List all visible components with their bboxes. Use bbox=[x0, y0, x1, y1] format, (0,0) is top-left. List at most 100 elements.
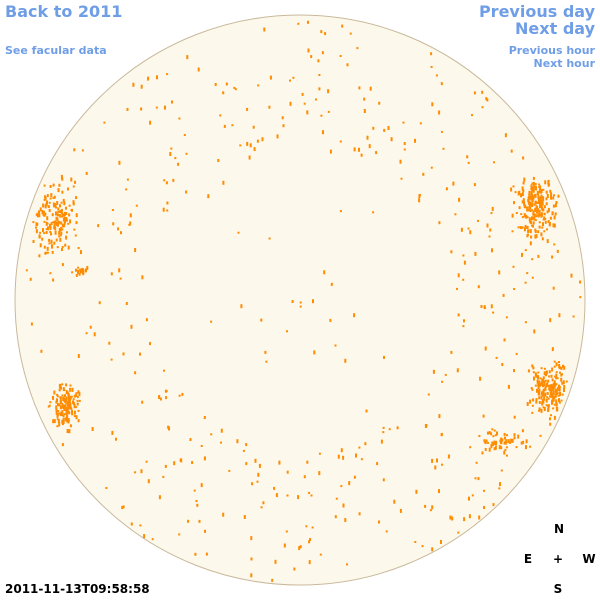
facula bbox=[195, 500, 198, 502]
facula bbox=[282, 124, 285, 128]
facula bbox=[73, 394, 76, 398]
facula bbox=[68, 411, 71, 415]
facula bbox=[479, 376, 482, 381]
facula bbox=[471, 494, 474, 497]
facula bbox=[402, 121, 405, 124]
facula bbox=[532, 188, 535, 193]
facula bbox=[55, 206, 58, 209]
facula bbox=[60, 231, 63, 235]
facula bbox=[358, 446, 361, 449]
facula bbox=[344, 518, 347, 522]
facula bbox=[222, 91, 225, 95]
facula bbox=[540, 381, 543, 384]
facula bbox=[319, 553, 322, 556]
facula bbox=[532, 181, 535, 186]
facula bbox=[557, 194, 560, 198]
facula bbox=[56, 213, 59, 217]
facula bbox=[73, 415, 76, 418]
facula bbox=[32, 221, 35, 224]
facula bbox=[143, 534, 146, 539]
facula bbox=[538, 190, 541, 194]
facula bbox=[493, 447, 496, 451]
facula bbox=[538, 409, 541, 412]
facula bbox=[529, 210, 532, 212]
facula bbox=[65, 402, 68, 405]
next-day-link[interactable]: Next day bbox=[515, 19, 595, 38]
facula bbox=[414, 541, 417, 543]
facula bbox=[543, 371, 546, 376]
facula bbox=[552, 407, 555, 410]
facula bbox=[526, 402, 529, 406]
facula bbox=[542, 188, 545, 191]
facula bbox=[552, 399, 555, 402]
facula bbox=[156, 75, 158, 80]
facula bbox=[53, 390, 56, 395]
facula bbox=[222, 512, 225, 517]
facula bbox=[555, 201, 558, 204]
prev-day-link[interactable]: Previous day bbox=[478, 2, 595, 21]
facula bbox=[463, 319, 465, 323]
facula bbox=[77, 266, 80, 269]
facula bbox=[536, 201, 539, 204]
facula bbox=[339, 210, 342, 213]
facula bbox=[522, 156, 525, 160]
facula bbox=[548, 370, 551, 374]
facula bbox=[494, 445, 497, 450]
facula bbox=[330, 282, 333, 286]
facula bbox=[61, 263, 64, 267]
facula bbox=[91, 427, 94, 431]
facula bbox=[149, 342, 151, 346]
facula bbox=[526, 206, 528, 209]
facula bbox=[163, 369, 165, 372]
facula bbox=[52, 221, 55, 224]
facula bbox=[59, 396, 62, 401]
facula bbox=[194, 552, 197, 556]
facula bbox=[66, 401, 69, 405]
next-hour-link[interactable]: Next hour bbox=[533, 57, 596, 70]
facula bbox=[474, 251, 477, 256]
facula bbox=[537, 214, 540, 218]
facula bbox=[547, 207, 550, 212]
facula bbox=[531, 182, 534, 185]
facula bbox=[550, 384, 553, 387]
facula bbox=[452, 181, 455, 186]
facula bbox=[544, 379, 547, 382]
facula bbox=[558, 398, 560, 403]
facula bbox=[546, 210, 549, 214]
facula bbox=[562, 380, 565, 385]
facula bbox=[45, 202, 48, 206]
facula bbox=[431, 102, 434, 107]
facula bbox=[185, 190, 188, 194]
facula bbox=[59, 237, 62, 242]
facula bbox=[57, 207, 60, 211]
facula bbox=[491, 441, 494, 444]
facula bbox=[47, 226, 49, 231]
facula bbox=[545, 370, 548, 375]
facula bbox=[103, 121, 106, 124]
facular-link[interactable]: See facular data bbox=[5, 44, 107, 57]
facula bbox=[552, 382, 555, 386]
facula bbox=[510, 149, 513, 153]
facula bbox=[121, 506, 124, 510]
facula bbox=[52, 420, 55, 423]
facula bbox=[542, 388, 545, 391]
facula bbox=[65, 206, 67, 210]
facula bbox=[55, 410, 58, 415]
facula bbox=[40, 349, 43, 353]
back-link[interactable]: Back to 2011 bbox=[5, 2, 123, 21]
facula bbox=[543, 216, 546, 221]
facula bbox=[524, 321, 527, 324]
facula bbox=[565, 380, 568, 383]
facula bbox=[430, 166, 433, 169]
prev-hour-link[interactable]: Previous hour bbox=[508, 44, 595, 57]
facula bbox=[547, 379, 550, 383]
facula bbox=[532, 366, 535, 370]
facula bbox=[298, 546, 301, 551]
facula bbox=[126, 107, 129, 111]
facula bbox=[538, 407, 541, 411]
facula bbox=[52, 278, 55, 282]
facula bbox=[53, 195, 56, 199]
facula bbox=[539, 200, 542, 203]
facula bbox=[540, 213, 543, 218]
facula bbox=[551, 347, 554, 352]
